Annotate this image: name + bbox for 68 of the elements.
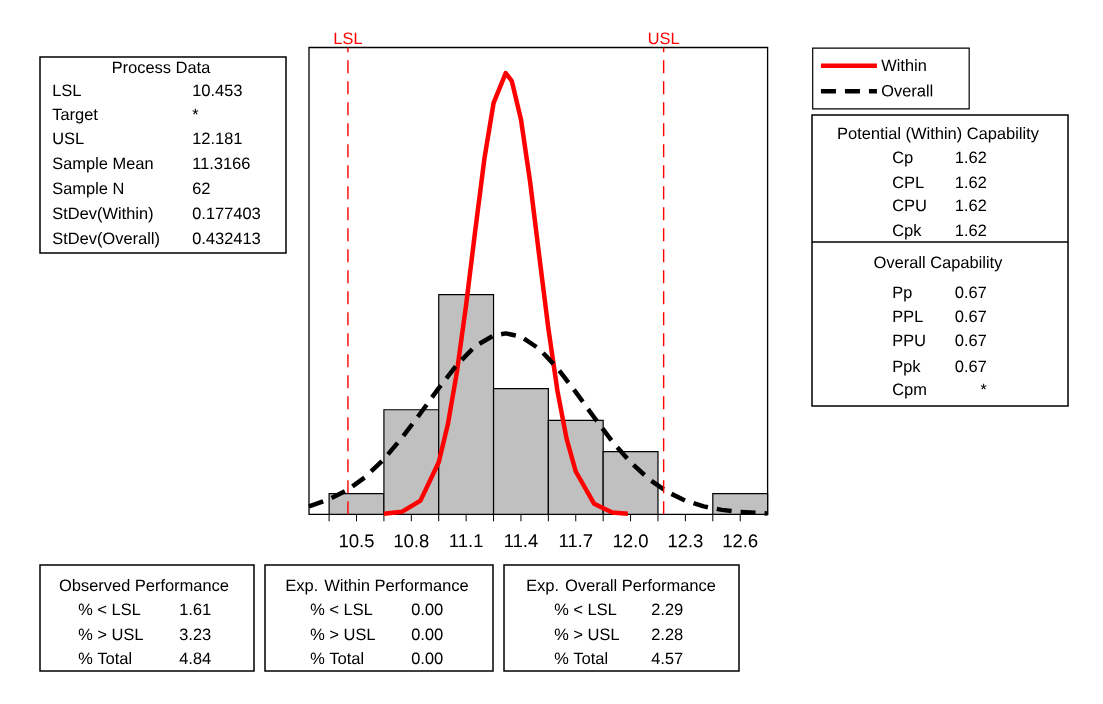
text: % Total	[554, 652, 608, 665]
text: % < LSL	[78, 603, 141, 616]
text: Pp	[893, 286, 912, 302]
text: Cpm	[893, 383, 926, 399]
text: 0.00	[411, 628, 443, 641]
text: 0.177403	[192, 207, 261, 220]
text: 12.181	[193, 132, 242, 145]
text: 1.62	[956, 151, 986, 164]
text: PPL	[893, 310, 923, 322]
text: PPU	[893, 334, 925, 347]
text: % < LSL	[554, 603, 617, 616]
x-tick-label: 11.7	[559, 534, 593, 547]
text: USL	[53, 132, 84, 145]
text: % > USL	[310, 628, 375, 641]
text: Target	[52, 108, 98, 124]
text: Ppk	[893, 360, 921, 376]
text: Sample N	[52, 182, 124, 198]
text: 4.57	[651, 652, 683, 665]
x-tick-label: 10.5	[339, 534, 374, 548]
text: 11.3166	[193, 157, 250, 170]
text: Overall Capability	[874, 256, 1003, 272]
text: 0.67	[955, 286, 986, 299]
text: 2.28	[652, 628, 683, 641]
text: 1.62	[956, 199, 986, 212]
legend-label: Within	[881, 59, 926, 72]
x-tick-label: 11.4	[505, 534, 538, 547]
text: % > USL	[554, 628, 619, 641]
text: % Total	[310, 652, 363, 665]
text: % > USL	[78, 628, 143, 641]
x-tick-label: 11.1	[450, 534, 483, 547]
text: 4.84	[179, 652, 211, 665]
ref-line-label: USL	[648, 32, 680, 45]
text: 0.67	[955, 360, 986, 373]
text: % < LSL	[310, 603, 373, 616]
text: Cpk	[893, 224, 922, 240]
text: 0.67	[955, 334, 986, 347]
text: *	[192, 108, 199, 115]
text: Potential (Within) Capability	[838, 127, 1039, 143]
text: CPL	[893, 176, 924, 189]
text: StDev(Within)	[52, 207, 153, 223]
text: Process Data	[113, 61, 211, 74]
text: 2.29	[652, 603, 683, 616]
x-tick-label: 10.8	[394, 534, 429, 548]
x-tick-label: 12.3	[668, 534, 703, 548]
text: 3.23	[179, 628, 211, 641]
x-tick-label: 12.6	[723, 534, 758, 548]
text: 62	[193, 182, 210, 195]
text: 1.62	[956, 224, 986, 237]
text: Cp	[893, 151, 913, 167]
text: % Total	[78, 652, 131, 665]
text: 1.61	[180, 603, 211, 616]
text: 0.00	[411, 652, 443, 665]
x-tick-label: 12.0	[614, 534, 648, 548]
text: Observed Performance	[59, 579, 229, 592]
text: Exp. Within Performance	[286, 579, 468, 595]
ref-line-label: LSL	[334, 32, 362, 45]
text: Sample Mean	[52, 157, 153, 173]
text: LSL	[53, 84, 81, 97]
text: CPU	[893, 199, 926, 212]
text: *	[980, 383, 987, 390]
text: 10.453	[193, 84, 242, 97]
text: Exp. Overall Performance	[527, 579, 716, 595]
text: StDev(Overall)	[52, 232, 159, 248]
text: 0.432413	[192, 232, 261, 245]
text: 0.67	[955, 310, 986, 323]
text: 1.62	[956, 176, 986, 189]
legend-label: Overall	[881, 84, 933, 97]
text: 0.00	[411, 603, 443, 616]
